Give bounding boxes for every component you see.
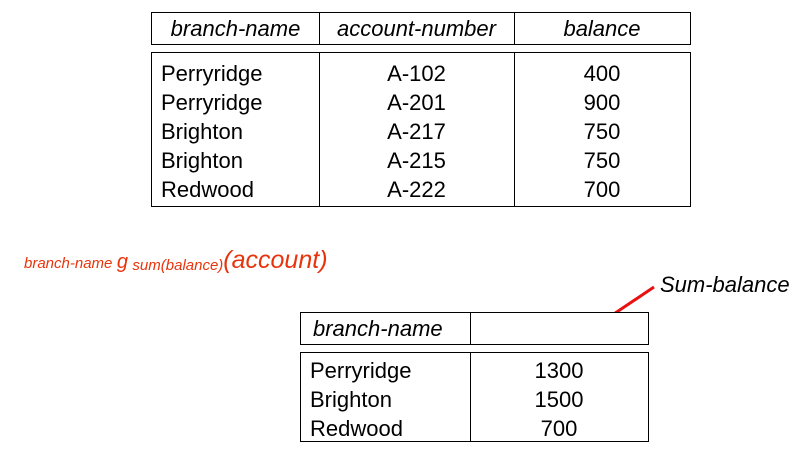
account-table-header: branch-name account-number balance [151, 12, 691, 45]
header-balance: balance [563, 15, 641, 41]
grouping-attribute: branch-name [24, 255, 113, 272]
result-header-branch-name: branch-name [313, 315, 443, 341]
table-cell: Perryridge [310, 358, 412, 383]
table-cell: A-215 [387, 148, 446, 173]
table-cell: Brighton [161, 119, 243, 144]
relation-name: account [231, 246, 320, 274]
table-cell: 400 [583, 61, 621, 86]
aggregate-operator: g [116, 251, 128, 273]
open-paren: ( [223, 246, 232, 274]
table-cell: A-222 [387, 177, 446, 202]
result-table-header: branch-name [300, 312, 649, 345]
table-cell: 1500 [534, 387, 584, 412]
table-cell: A-102 [387, 61, 446, 86]
table-cell: Brighton [310, 387, 392, 412]
table-cell: A-201 [387, 90, 446, 115]
aggregate-function: sum(balance) [132, 257, 224, 274]
table-cell: 1300 [534, 358, 584, 383]
table-cell: Perryridge [161, 61, 263, 86]
table-cell: 750 [583, 148, 621, 173]
header-branch-name: branch-name [170, 15, 301, 41]
result-table-body: Perryridge 1300 Brighton 1500 Redwood 70… [300, 352, 649, 442]
table-cell: A-217 [387, 119, 446, 144]
table-cell: 750 [583, 119, 621, 144]
table-cell: Brighton [161, 148, 243, 173]
table-cell: 700 [540, 416, 578, 441]
table-cell: Redwood [161, 177, 254, 202]
table-cell: 900 [583, 90, 621, 115]
table-cell: 700 [583, 177, 621, 202]
close-paren: ) [319, 246, 328, 274]
account-table-body: Perryridge A-102 400 Perryridge A-201 90… [151, 52, 691, 207]
header-account-number: account-number [337, 15, 496, 41]
aggregation-expression: branch-name g sum(balance)(account) [24, 246, 328, 275]
table-cell: Perryridge [161, 90, 263, 115]
result-header-sum-balance [470, 313, 648, 344]
table-cell: Redwood [310, 416, 403, 441]
sum-balance-label: Sum-balance [660, 272, 790, 297]
